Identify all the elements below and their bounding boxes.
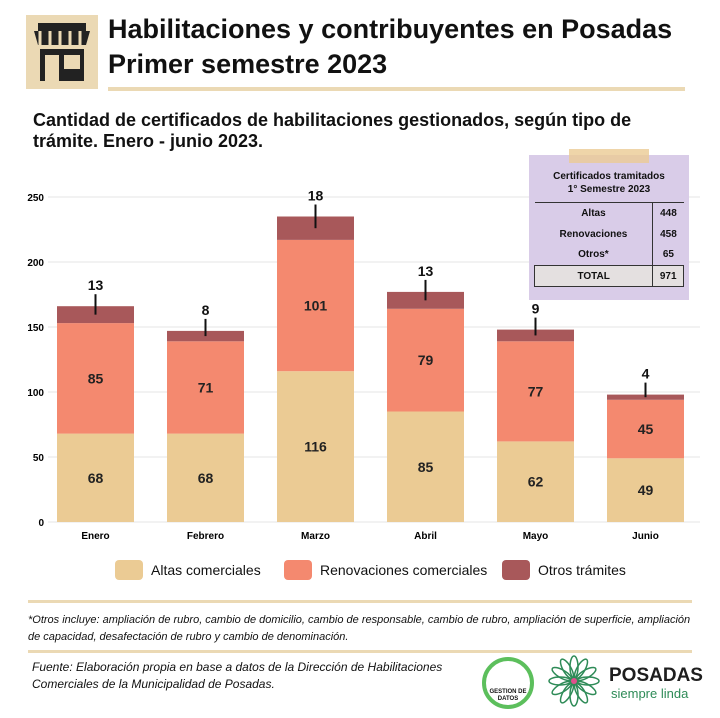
summary-card: Certificados tramitados 1° Semestre 2023 … <box>529 149 689 300</box>
data-label: 4 <box>642 366 650 382</box>
row-label: Renovaciones <box>559 228 628 240</box>
legend-label: Renovaciones comerciales <box>320 562 488 578</box>
title-line-1: Habilitaciones y contribuyentes en Posad… <box>108 14 673 44</box>
data-label: 101 <box>304 298 328 314</box>
table-row: Altas 448 <box>534 202 684 224</box>
x-tick-label: Febrero <box>187 531 224 542</box>
legend-swatch <box>502 560 530 580</box>
data-label: 71 <box>198 379 214 395</box>
x-tick-label: Enero <box>81 531 109 542</box>
total-value: 971 <box>652 265 684 287</box>
legend-altas: Altas comerciales <box>115 560 261 580</box>
gestion-de-datos-logo: GESTION DE DATOS <box>482 657 534 709</box>
divider <box>28 650 692 653</box>
x-tick-label: Junio <box>632 531 659 542</box>
posadas-flower-logo <box>548 655 600 707</box>
legend-swatch <box>284 560 312 580</box>
y-tick-label: 250 <box>27 193 44 204</box>
data-label: 9 <box>532 301 540 317</box>
bar-segment-0 <box>387 411 464 522</box>
table-row: Otros* 65 <box>535 244 684 266</box>
y-tick-label: 0 <box>38 518 44 529</box>
summary-subheading: 1° Semestre 2023 <box>567 184 651 195</box>
bar-segment-1 <box>387 308 464 412</box>
y-tick-label: 50 <box>33 453 45 464</box>
bar-segment-0 <box>167 433 244 522</box>
bar-segment-0 <box>57 433 134 522</box>
bar-segment-0 <box>277 371 354 522</box>
data-label: 13 <box>88 277 104 293</box>
y-tick-label: 100 <box>27 388 44 399</box>
source-note: Fuente: Elaboración propia en base a dat… <box>32 660 443 691</box>
stacked-bar-chart: 0 50 100 150 200 250 68 85 13 Enero 68 71 8 Febrero 11… <box>27 188 700 542</box>
storefront-icon <box>26 15 98 89</box>
data-label: 77 <box>528 383 544 399</box>
data-label: 68 <box>198 470 214 486</box>
posadas-tagline: siempre linda <box>611 686 689 701</box>
page-title: Habilitaciones y contribuyentes en Posad… <box>108 12 672 82</box>
chart-title: Cantidad de certificados de habilitacion… <box>33 110 632 151</box>
summary-table: Altas 448 Renovaciones 458 Otros* 65 TOTAL 9… <box>533 202 684 287</box>
data-label: 49 <box>638 482 654 498</box>
legend-label: Otros trámites <box>538 562 626 578</box>
posadas-logo-text: POSADAS <box>609 665 703 686</box>
legend-swatch <box>115 560 143 580</box>
data-label: 62 <box>528 474 544 490</box>
legend-otros: Otros trámites <box>502 560 626 580</box>
tape-decoration <box>569 149 649 163</box>
bar-segment-0 <box>497 441 574 522</box>
total-row: TOTAL 971 <box>533 265 684 287</box>
bar-segment-1 <box>497 341 574 442</box>
table-row: Renovaciones 458 <box>535 223 684 245</box>
divider <box>108 87 685 91</box>
data-label: 13 <box>418 263 434 279</box>
footnote: *Otros incluye: ampliación de rubro, cam… <box>28 614 691 643</box>
data-label: 79 <box>418 352 434 368</box>
x-tick-label: Mayo <box>523 531 549 542</box>
bar-segment-1 <box>607 399 684 459</box>
row-value: 65 <box>652 244 684 266</box>
total-label: TOTAL <box>533 265 654 287</box>
x-tick-label: Marzo <box>301 531 330 542</box>
data-label: 85 <box>418 459 434 475</box>
data-label: 116 <box>304 439 327 455</box>
row-label: Altas <box>534 202 653 224</box>
divider <box>28 600 692 603</box>
bar-segment-1 <box>57 323 134 434</box>
title-line-2: Primer semestre 2023 <box>108 49 388 79</box>
row-label: Otros* <box>578 249 609 261</box>
y-tick-label: 150 <box>27 323 44 334</box>
x-tick-label: Abril <box>414 531 437 542</box>
bar-segment-2 <box>497 329 574 342</box>
legend-renovaciones: Renovaciones comerciales <box>284 560 487 580</box>
row-value: 448 <box>652 202 684 224</box>
data-label: 18 <box>308 188 324 204</box>
bar-segment-1 <box>277 239 354 372</box>
data-label: 8 <box>202 302 210 318</box>
data-label: 45 <box>638 421 654 437</box>
row-value: 458 <box>652 223 684 245</box>
bar-segment-2 <box>607 394 684 400</box>
summary-heading: Certificados tramitados <box>553 171 665 182</box>
logo-text: GESTION DE DATOS <box>489 689 527 702</box>
bar-segment-0 <box>607 458 684 522</box>
bar-segment-1 <box>167 341 244 434</box>
legend-label: Altas comerciales <box>151 562 261 578</box>
y-tick-label: 200 <box>27 258 44 269</box>
data-label: 68 <box>88 470 104 486</box>
data-label: 85 <box>88 370 104 386</box>
